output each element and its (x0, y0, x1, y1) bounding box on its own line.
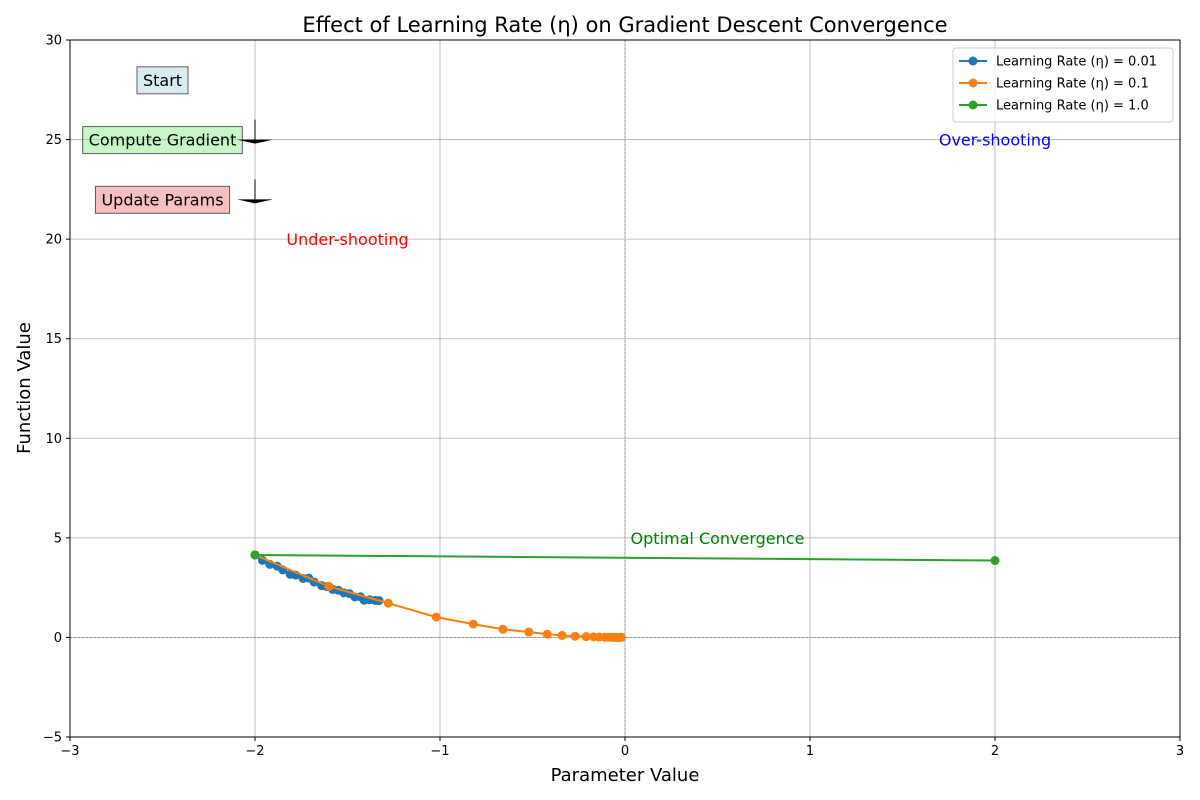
data-point (570, 631, 580, 641)
data-point (431, 612, 441, 622)
annotation-box: Compute Gradient (82, 126, 243, 155)
annotation-box-bg (82, 126, 243, 155)
data-point (581, 632, 591, 642)
series-layer (250, 550, 1000, 642)
annotation-text: Over-shooting (939, 131, 1051, 150)
tick-layer: −3 −2 −1 0 1 2 3 −5 0 5 10 15 20 25 30 (43, 34, 1184, 760)
reference-lines (70, 40, 1180, 737)
y-tick-label: 0 (54, 631, 62, 646)
y-tick-label: 15 (45, 332, 62, 347)
annotation-box: Start (136, 66, 189, 95)
data-point (498, 624, 508, 634)
y-tick-label: 10 (45, 432, 62, 447)
data-point (542, 629, 552, 639)
series-line (254, 553, 996, 562)
x-tick-label: −2 (245, 744, 264, 759)
data-point (524, 627, 534, 637)
flow-arrow-head (237, 199, 273, 204)
y-tick-label: 25 (45, 133, 62, 148)
chart-title: Effect of Learning Rate (η) on Gradient … (302, 13, 947, 37)
series-line (254, 554, 622, 639)
flow-arrow (237, 179, 273, 204)
legend-box (952, 47, 1174, 123)
annotation-box-bg (94, 185, 231, 214)
legend: Learning Rate (η) = 0.01 Learning Rate (η… (952, 47, 1174, 123)
x-axis-title: Parameter Value (551, 765, 700, 786)
annotation-layer: Start Compute Gradient Update Params Under-… (82, 66, 1051, 548)
data-point (383, 598, 393, 608)
annotation-text: Optimal Convergence (631, 529, 805, 548)
legend-swatch-marker (968, 100, 978, 110)
legend-swatch-marker (968, 78, 978, 88)
x-tick-label: 0 (621, 744, 629, 759)
series-3 (250, 550, 1000, 566)
grid-layer (69, 39, 1181, 738)
x-tick-label: −1 (430, 744, 449, 759)
x-tick-label: 3 (1176, 744, 1184, 759)
data-point (616, 632, 626, 642)
x-tick-label: 1 (806, 744, 814, 759)
legend-swatch-marker (968, 56, 978, 66)
annotation-text: Under-shooting (286, 230, 408, 249)
legend-label: Learning Rate (η) = 0.01 (996, 55, 1157, 70)
y-tick-label: 5 (54, 531, 62, 546)
flow-arrow-head (237, 139, 273, 144)
y-axis-title: Function Value (14, 322, 35, 454)
x-tick-label: 2 (991, 744, 999, 759)
y-tick-label: −5 (43, 731, 62, 746)
y-tick-label: 30 (45, 34, 62, 49)
legend-label: Learning Rate (η) = 1.0 (996, 99, 1149, 114)
series-2 (250, 550, 626, 642)
legend-label: Learning Rate (η) = 0.1 (996, 77, 1149, 92)
data-point (557, 630, 567, 640)
annotation-box-label: Start (143, 71, 182, 90)
annotation-box: Update Params (94, 185, 231, 214)
y-tick-label: 20 (45, 233, 62, 248)
flow-arrow (237, 119, 273, 144)
annotation-box-bg (136, 66, 189, 95)
data-point (990, 556, 1000, 566)
data-point (250, 550, 260, 560)
annotation-box-label: Compute Gradient (89, 131, 237, 150)
x-tick-label: −3 (60, 744, 79, 759)
annotation-box-label: Update Params (101, 190, 223, 209)
data-point (468, 619, 478, 629)
data-point (324, 581, 334, 591)
series-1 (250, 550, 384, 606)
